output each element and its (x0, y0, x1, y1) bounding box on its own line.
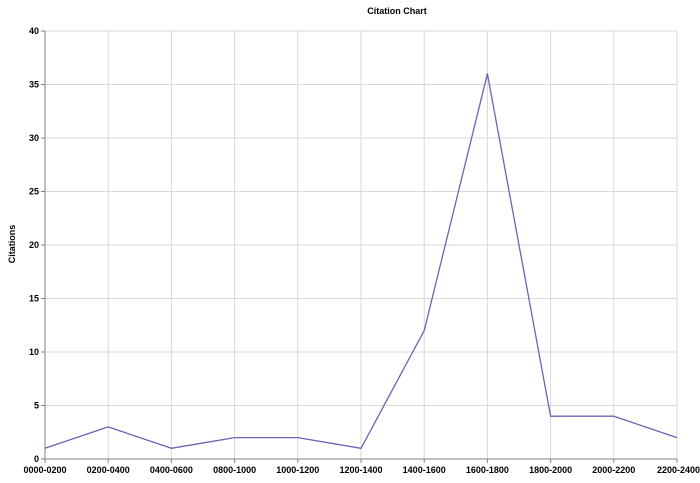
y-tick-label: 15 (29, 294, 39, 304)
x-tick-label: 2000-2200 (592, 465, 635, 475)
y-tick-label: 25 (29, 187, 39, 197)
y-tick-label: 5 (34, 401, 39, 411)
x-tick-label: 1800-2000 (529, 465, 572, 475)
x-tick-label: 1000-1200 (276, 465, 319, 475)
y-tick-label: 35 (29, 80, 39, 90)
x-tick-label: 1200-1400 (339, 465, 382, 475)
x-tick-label: 0000-0200 (23, 465, 66, 475)
x-tick-labels: 0000-0200 0200-0400 0400-0600 0800-1000 1000… (23, 465, 700, 475)
y-tick-label: 40 (29, 26, 39, 36)
y-tick-label: 10 (29, 347, 39, 357)
x-tick-label: 0800-1000 (213, 465, 256, 475)
x-tick-label: 1600-1800 (466, 465, 509, 475)
series-line (44, 73, 678, 449)
y-tick-label: 0 (34, 454, 39, 464)
series-group (44, 73, 678, 449)
axes (41, 30, 678, 463)
x-tick-label: 1400-1600 (403, 465, 446, 475)
y-axis-label: Citations (7, 225, 17, 264)
y-tick-label: 20 (29, 240, 39, 250)
chart-title: Citation Chart (367, 6, 427, 16)
x-tick-label: 0400-0600 (150, 465, 193, 475)
gridlines (45, 30, 678, 459)
x-tick-label: 2200-2400 (657, 465, 700, 475)
x-tick-label: 0200-0400 (87, 465, 130, 475)
y-tick-label: 30 (29, 133, 39, 143)
y-tick-labels: 0 5 10 15 20 25 30 35 40 (29, 26, 39, 464)
